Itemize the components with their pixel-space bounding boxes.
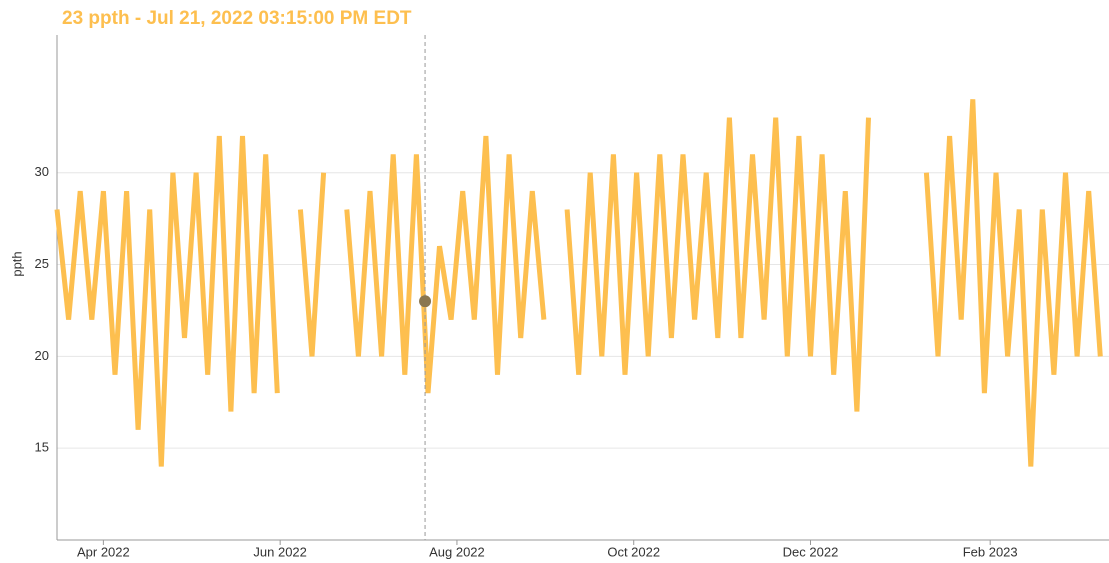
- chart-title: 23 ppth - Jul 21, 2022 03:15:00 PM EDT: [62, 8, 412, 29]
- x-tick-label: Dec 2022: [783, 544, 839, 559]
- y-axis-label: ppth: [9, 251, 24, 276]
- x-tick-label: Oct 2022: [607, 544, 660, 559]
- highlight-point: [419, 295, 432, 308]
- x-tick-label: Feb 2023: [963, 544, 1018, 559]
- y-tick-label: 25: [35, 256, 49, 271]
- y-tick-label: 15: [35, 440, 49, 455]
- series-line: [54, 99, 1103, 467]
- x-tick-label: Apr 2022: [77, 544, 130, 559]
- x-tick-label: Jun 2022: [253, 544, 307, 559]
- y-tick-label: 20: [35, 348, 49, 363]
- x-tick-label: Aug 2022: [429, 544, 485, 559]
- y-tick-label: 30: [35, 164, 49, 179]
